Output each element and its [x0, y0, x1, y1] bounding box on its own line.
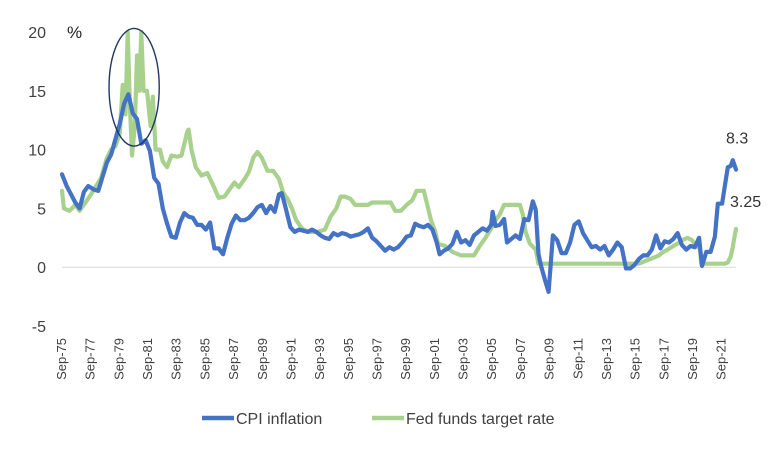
end-value-label: 3.25	[730, 194, 761, 211]
x-tick-label: Sep-87	[226, 338, 241, 380]
legend: CPI inflation Fed funds target rate	[202, 411, 555, 428]
x-tick-label: Sep-19	[685, 338, 700, 380]
x-tick-label: Sep-97	[369, 338, 384, 380]
y-tick-label: 0	[37, 260, 46, 277]
x-tick-label: Sep-11	[570, 338, 585, 379]
y-tick-label: 10	[28, 143, 46, 160]
series-line-cpi-inflation	[59, 92, 739, 294]
x-tick-label: Sep-77	[83, 338, 98, 380]
x-tick-label: Sep-75	[54, 338, 69, 380]
x-tick-label: Sep-91	[283, 338, 298, 380]
x-tick-label: Sep-01	[427, 338, 442, 380]
series-line-fed-funds-target-rate	[59, 29, 739, 266]
unit-label: %	[67, 23, 82, 42]
x-tick-label: Sep-17	[656, 338, 671, 380]
annotations	[108, 27, 160, 147]
x-tick-label: Sep-89	[255, 338, 270, 380]
x-tick-label: Sep-85	[197, 338, 212, 380]
legend-label: CPI inflation	[236, 411, 322, 428]
x-tick-label: Sep-13	[599, 338, 614, 380]
x-tick-label: Sep-03	[456, 338, 471, 380]
end-value-label: 8.3	[726, 131, 748, 148]
x-tick-label: Sep-99	[398, 338, 413, 380]
x-tick-label: Sep-93	[312, 338, 327, 380]
legend-label: Fed funds target rate	[406, 411, 555, 428]
series-lines	[59, 29, 739, 294]
x-tick-label: Sep-05	[484, 338, 499, 380]
x-axis-ticks: Sep-75 Sep-77 Sep-79 Sep-81 Sep-83 Sep-85 Sep-…	[54, 338, 729, 380]
y-tick-label: 20	[28, 25, 46, 42]
x-tick-label: Sep-83	[169, 338, 184, 380]
x-tick-label: Sep-07	[513, 338, 528, 380]
y-axis-ticks: -5 0 5 10 15 20	[28, 25, 46, 336]
y-tick-label: -5	[32, 319, 46, 336]
y-tick-label: 15	[28, 84, 46, 101]
x-tick-label: Sep-79	[111, 338, 126, 380]
highlight-ellipse	[108, 27, 160, 147]
end-labels: 8.3 3.25	[726, 131, 761, 211]
x-tick-label: Sep-95	[341, 338, 356, 380]
x-tick-label: Sep-21	[714, 338, 729, 380]
x-tick-label: Sep-15	[628, 338, 643, 380]
x-tick-label: Sep-81	[140, 338, 155, 380]
x-tick-label: Sep-09	[542, 338, 557, 380]
y-tick-label: 5	[37, 201, 46, 218]
